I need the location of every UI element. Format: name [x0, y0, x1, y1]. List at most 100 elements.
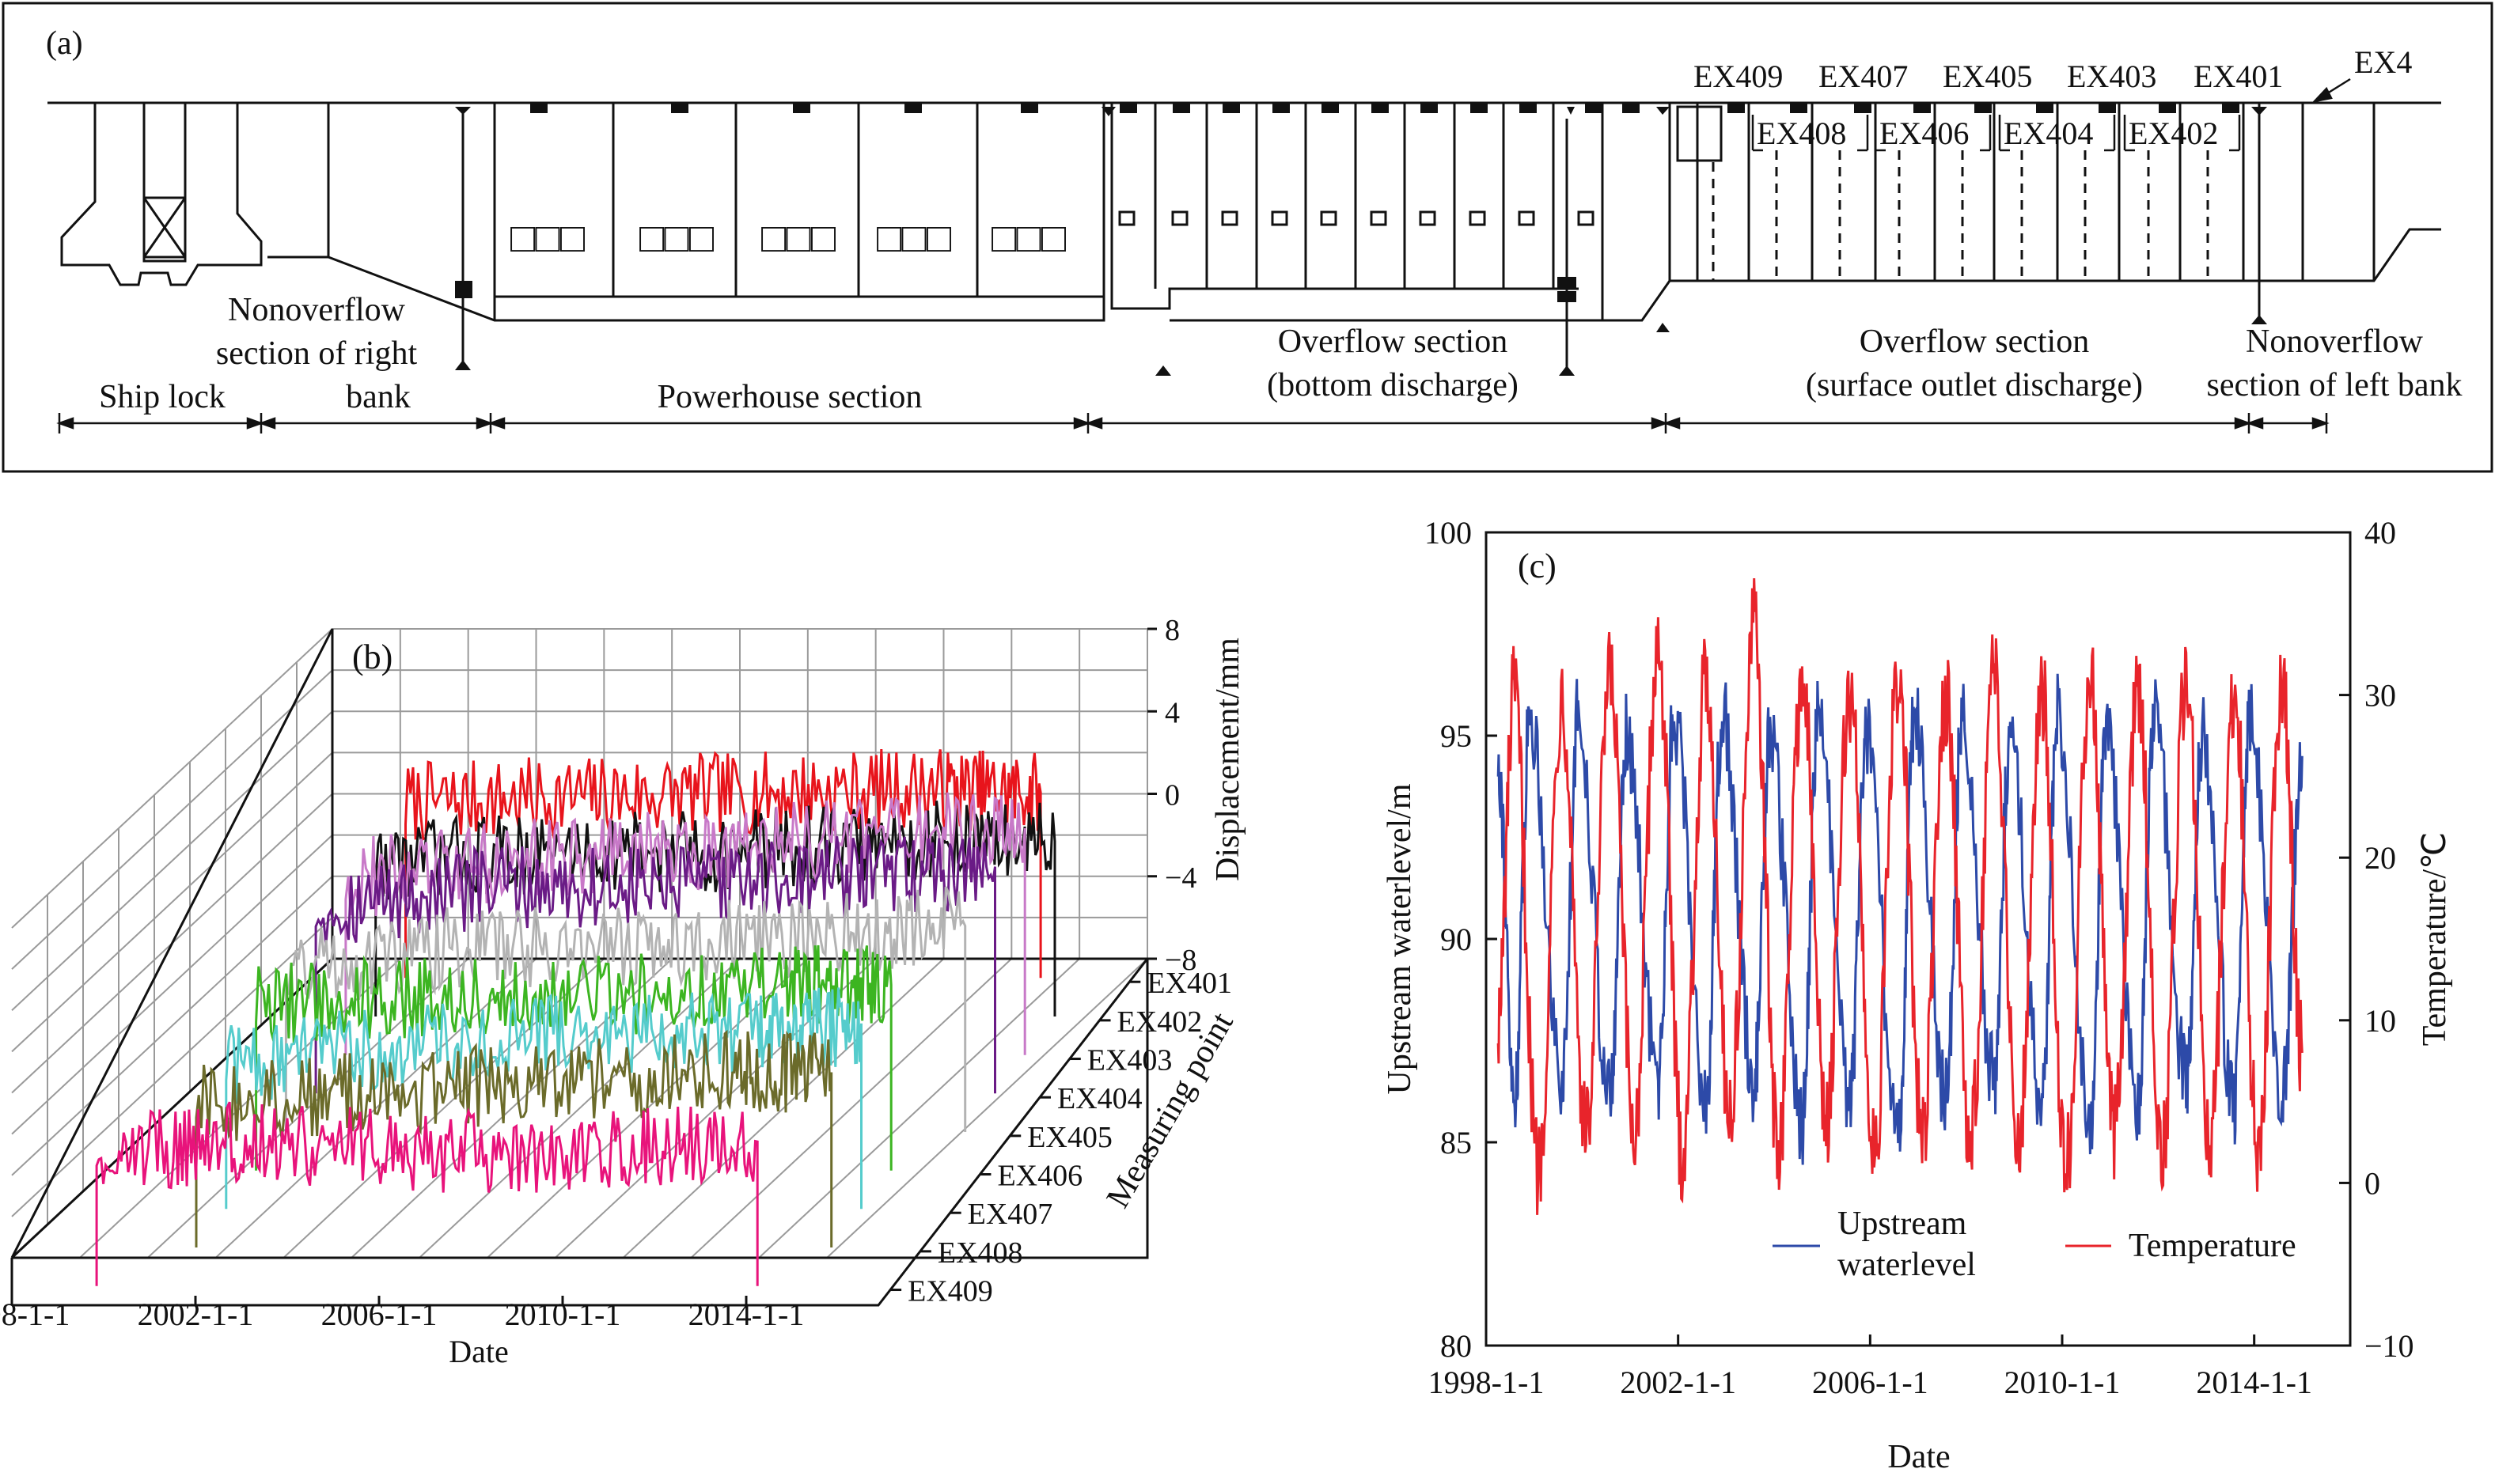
point-labels: EX409 EX407 EX405 EX403 EX401 EX408 EX40… — [1693, 44, 2412, 151]
panel-c-series — [1496, 577, 2304, 1215]
y-tick-label: −8 — [1165, 944, 1196, 977]
y-tick-label: 90 — [1440, 922, 1472, 957]
series-line-ex406 — [255, 945, 893, 1171]
grid-line — [351, 958, 673, 1259]
grid-line — [419, 958, 741, 1259]
panel-b: (b) 8 4 0 −4 −8 Displacement/mm 1998-1-1 2002… — [0, 614, 1246, 1369]
panel-c-yticks: 100 95 90 85 80 — [1424, 515, 1497, 1364]
right-bank-label-2: section of right — [216, 335, 418, 372]
panel-b-xlabel: Date — [449, 1334, 509, 1369]
label-brackets — [1751, 78, 2351, 152]
series-line-temperature — [1496, 577, 2304, 1215]
y-tick-label: 80 — [1440, 1328, 1472, 1364]
grid-line — [11, 751, 333, 1053]
legend-label-waterlevel: waterlevel — [1837, 1247, 1976, 1283]
panel-c-legend: Upstream waterlevel Temperature — [1773, 1206, 2296, 1283]
z-tick-label: EX408 — [938, 1236, 1023, 1270]
overflow-surface-label-1: Overflow section — [1860, 324, 2089, 360]
x-tick-label: 2010-1-1 — [505, 1297, 621, 1332]
unit-glyph: □□□ — [877, 216, 952, 261]
overflow-bottom-label-1: Overflow section — [1278, 324, 1507, 360]
y2-tick-label: 30 — [2364, 678, 2396, 714]
y-tick-label: 85 — [1440, 1125, 1472, 1160]
x-tick-label: 1998-1-1 — [1428, 1365, 1545, 1400]
series-line-waterlevel — [1496, 673, 2304, 1165]
x-tick-label: 2002-1-1 — [138, 1297, 254, 1332]
unit-glyph: □□□ — [639, 216, 715, 261]
dashed-dividers — [1712, 150, 2209, 281]
panel-a: (a) — [2, 2, 2493, 473]
intake-squares — [1118, 210, 1594, 226]
unit-glyph: □□□ — [992, 216, 1067, 261]
x-tick-label: 2006-1-1 — [1812, 1365, 1928, 1400]
point-label-upper: EX405 — [1943, 59, 2032, 94]
y2-tick-label: 20 — [2364, 840, 2396, 876]
crest-markers — [455, 104, 2267, 376]
grid-line — [690, 958, 1013, 1259]
z-tick-label: EX405 — [1027, 1121, 1113, 1154]
point-label-ex4: EX4 — [2354, 44, 2412, 80]
x-tick-label: 1998-1-1 — [0, 1297, 70, 1332]
y-tick-label: 0 — [1165, 779, 1180, 812]
legend-label-upstream: Upstream — [1837, 1206, 1967, 1242]
powerhouse-units: □□□ □□□ □□□ □□□ □□□ — [510, 216, 1067, 261]
panel-b-zticks: EX401 EX402 EX403 EX404 EX405 EX406 EX407 EX408… — [890, 967, 1232, 1308]
y2-tick-label: 0 — [2364, 1165, 2380, 1201]
right-bank-label-3: bank — [346, 379, 411, 415]
panel-c-ylabel: Upstream waterlevel/m — [1382, 783, 1418, 1094]
x-tick-label: 2002-1-1 — [1620, 1365, 1736, 1400]
point-label-lower: EX406 — [1879, 115, 1969, 151]
unit-glyph: □□□ — [510, 216, 586, 261]
panel-b-yticks: 8 4 0 −4 −8 — [1147, 614, 1196, 977]
grid-line — [826, 958, 1148, 1259]
z-tick-label: EX402 — [1117, 1005, 1203, 1039]
series-line-ex408 — [195, 1029, 833, 1247]
panel-a-frame — [2, 2, 2493, 473]
z-tick-label: EX401 — [1147, 967, 1232, 1000]
powerhouse-label: Powerhouse section — [658, 379, 923, 415]
y-tick-label: 100 — [1424, 515, 1472, 551]
panel-b-axes — [10, 628, 1149, 1307]
legend-label-temperature: Temperature — [2129, 1228, 2296, 1264]
panel-c-y2ticks: 40 30 20 10 0 −10 — [2339, 515, 2414, 1364]
left-bank-label-1: Nonoverflow — [2246, 324, 2424, 360]
grid-line — [11, 917, 333, 1217]
point-label-lower: EX404 — [2004, 115, 2093, 151]
y2-tick-label: 10 — [2364, 1003, 2396, 1039]
z-tick-label: EX409 — [908, 1275, 993, 1308]
y2-tick-label: 40 — [2364, 515, 2396, 551]
panel-c-xlabel: Date — [1887, 1439, 1950, 1475]
ship-lock-label: Ship lock — [99, 379, 226, 415]
overflow-surface-label-2: (surface outlet discharge) — [1806, 367, 2143, 403]
y-tick-label: 8 — [1165, 614, 1180, 647]
point-label-upper: EX403 — [2067, 59, 2156, 94]
dam-profile — [47, 101, 2441, 372]
y-tick-label: 4 — [1165, 696, 1180, 729]
point-label-upper: EX409 — [1693, 59, 1783, 94]
z-tick-label: EX404 — [1057, 1082, 1143, 1115]
panel-b-series — [95, 749, 1056, 1286]
point-label-upper: EX407 — [1818, 59, 1908, 94]
point-label-lower: EX408 — [1757, 115, 1846, 151]
panel-c-tag: (c) — [1518, 547, 1557, 585]
grid-line — [11, 834, 333, 1135]
unit-glyph: □□□ — [761, 216, 836, 261]
section-labels: Ship lock Nonoverflow section of right b… — [99, 292, 2462, 415]
panel-b-tag: (b) — [352, 638, 392, 676]
x-tick-label: 2014-1-1 — [688, 1297, 805, 1332]
point-label-upper: EX401 — [2194, 59, 2283, 94]
x-tick-label: 2014-1-1 — [2196, 1365, 2312, 1400]
panel-c-y2label: Temperature/℃ — [2417, 832, 2453, 1046]
y-tick-label: −4 — [1165, 861, 1196, 895]
panel-c-xticks: 1998-1-1 2002-1-1 2006-1-1 2010-1-1 2014-1-1 — [1428, 1334, 2312, 1400]
grid-line — [554, 958, 877, 1259]
panel-b-ylabel: Displacement/mm — [1210, 638, 1246, 881]
z-tick-label: EX406 — [997, 1160, 1083, 1193]
y2-tick-label: −10 — [2364, 1328, 2414, 1364]
z-tick-label: EX407 — [968, 1198, 1053, 1231]
dimension-line — [56, 413, 2330, 433]
panel-a-tag: (a) — [46, 25, 83, 62]
point-label-lower: EX402 — [2129, 115, 2218, 151]
